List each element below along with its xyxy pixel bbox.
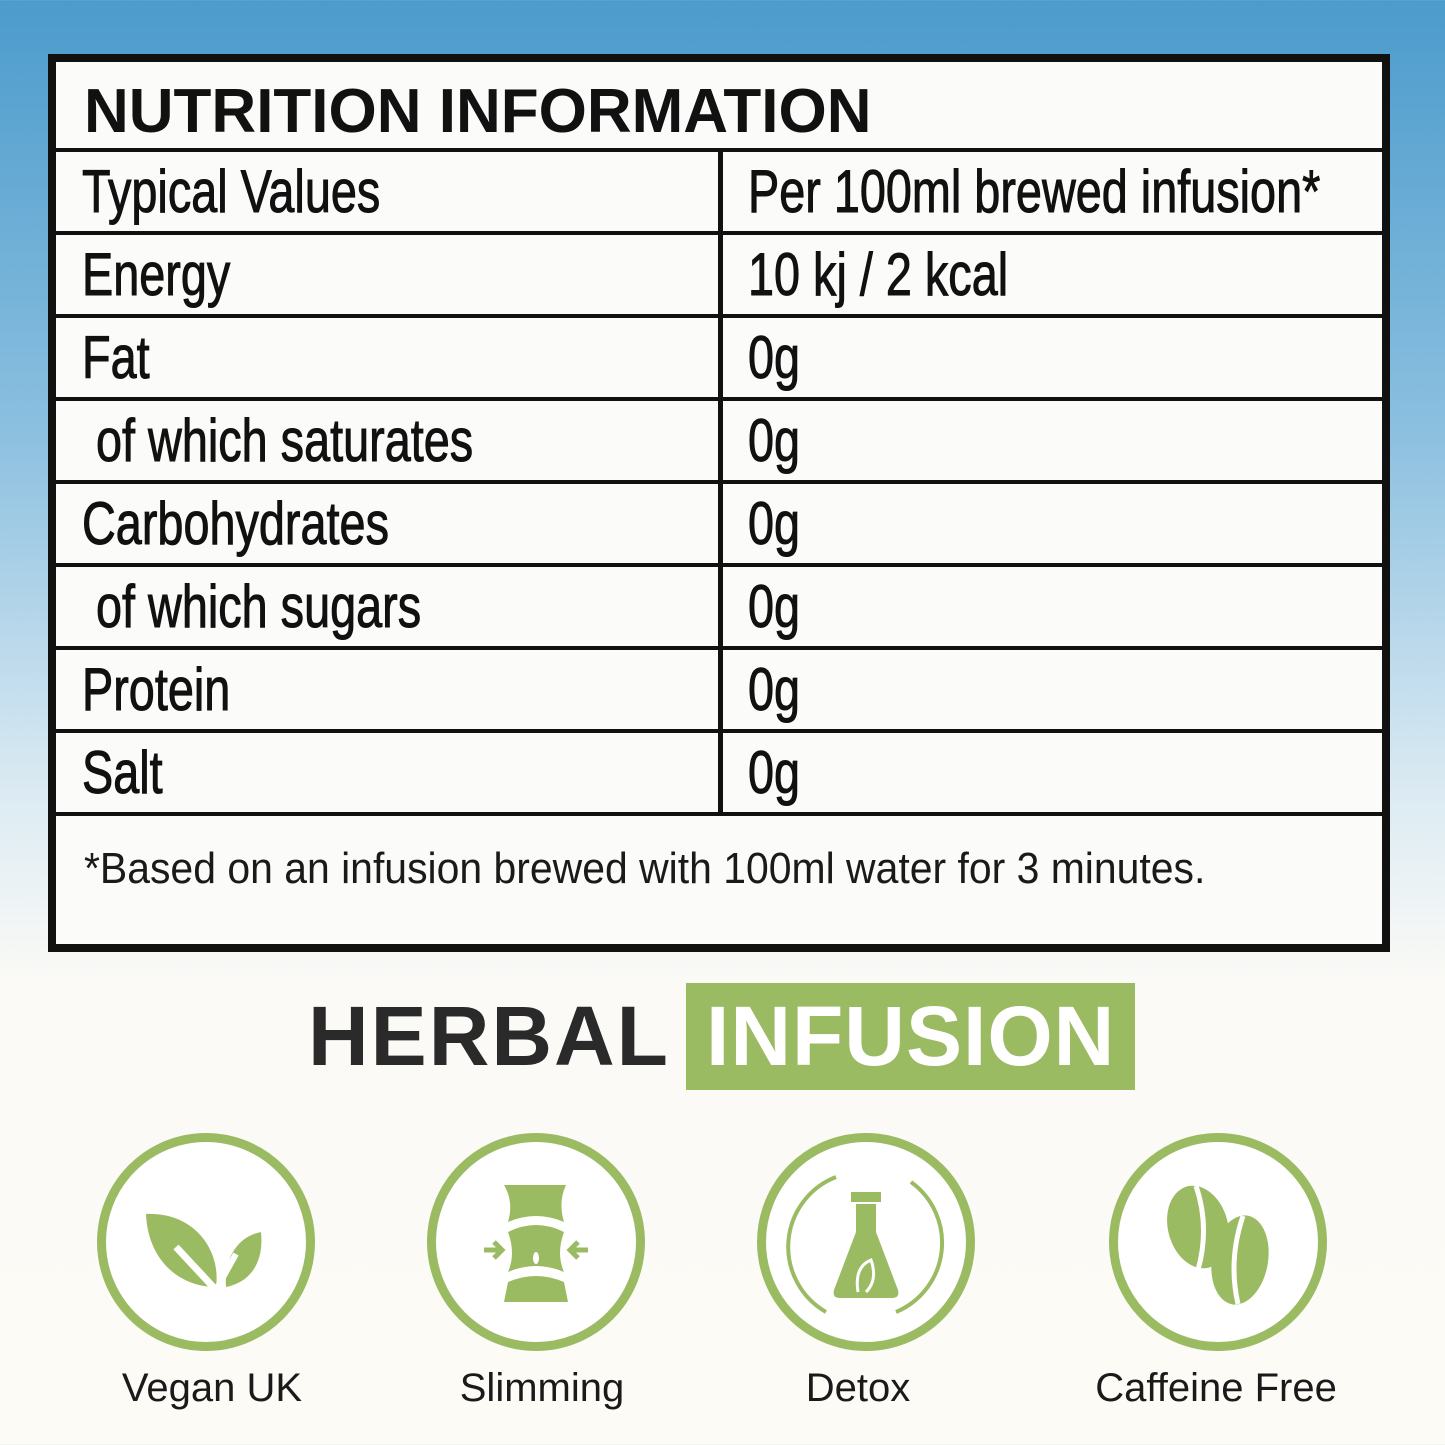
badge-label: Caffeine Free (1095, 1366, 1337, 1410)
caffeine-free-badge (1109, 1133, 1327, 1351)
row-value-text: 0g (748, 490, 801, 558)
row-label: Salt (82, 733, 185, 812)
row-label: of which sugars (96, 567, 513, 646)
row-value-text: 10 kj / 2 kcal (748, 241, 1009, 309)
row-label-text: of which saturates (96, 407, 474, 475)
slimming-badge (427, 1133, 645, 1351)
detox-badge (757, 1133, 975, 1351)
badge-label: Slimming (459, 1366, 625, 1410)
header-label: Typical Values (82, 152, 464, 231)
row-label: Protein (82, 650, 272, 729)
badge-label: Detox (805, 1366, 911, 1410)
row-label-text: Fat (82, 324, 150, 392)
row-value-text: 0g (748, 739, 801, 807)
row-label-text: Salt (82, 739, 163, 807)
row-label: Energy (82, 235, 272, 314)
row-value: 0g (748, 733, 815, 812)
row-label: Fat (82, 318, 169, 397)
header-value-text: Per 100ml brewed infusion* (748, 158, 1321, 226)
brand-word-infusion: INFUSION (686, 982, 1136, 1090)
row-label: Carbohydrates (82, 484, 476, 563)
row-value-text: 0g (748, 324, 801, 392)
row-value-text: 0g (748, 656, 801, 724)
row-value: 0g (748, 401, 815, 480)
row-label-text: of which sugars (96, 573, 422, 641)
row-value-text: 0g (748, 407, 801, 475)
badge-label: Vegan UK (121, 1366, 303, 1410)
coffee-bean-icon (1167, 1185, 1269, 1305)
brand-word-herbal: HERBAL (308, 988, 670, 1083)
vegan-badge (97, 1133, 315, 1351)
table-row: of which saturates 0g (56, 397, 1382, 480)
row-value: 0g (748, 650, 815, 729)
herbal-infusion-heading: HERBAL INFUSION (308, 982, 1136, 1090)
row-value: 10 kj / 2 kcal (748, 235, 1082, 314)
waist-icon (484, 1185, 588, 1302)
header-label-text: Typical Values (82, 158, 381, 226)
leaf-icon (146, 1213, 262, 1293)
row-label-text: Protein (82, 656, 231, 724)
column-divider (718, 148, 723, 812)
row-value: 0g (748, 484, 815, 563)
row-label-text: Carbohydrates (82, 490, 390, 558)
footnote-text: *Based on an infusion brewed with 100ml … (84, 844, 1206, 893)
footnote: *Based on an infusion brewed with 100ml … (56, 812, 1382, 944)
row-value-text: 0g (748, 573, 801, 641)
row-value: 0g (748, 567, 815, 646)
row-label: of which saturates (96, 401, 580, 480)
table-header-row: Typical Values Per 100ml brewed infusion… (56, 148, 1382, 231)
row-value: 0g (748, 318, 815, 397)
header-value: Per 100ml brewed infusion* (748, 152, 1445, 231)
table-title: NUTRITION INFORMATION (84, 77, 872, 146)
table-row: of which sugars 0g (56, 563, 1382, 646)
nutrition-table: NUTRITION INFORMATION Typical Values Per… (48, 54, 1390, 952)
row-label-text: Energy (82, 241, 231, 309)
flask-cycle-icon (786, 1175, 945, 1314)
